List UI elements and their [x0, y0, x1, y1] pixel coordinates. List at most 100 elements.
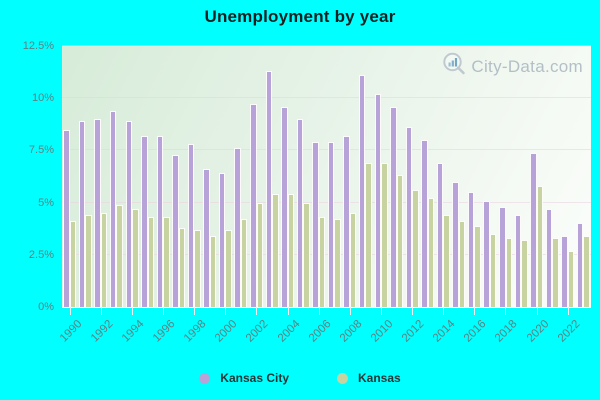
bar-group-2015	[451, 46, 467, 307]
bar-kansas-city-2018	[499, 206, 506, 307]
bar-kansas-2022	[567, 250, 575, 307]
bar-kansas-city-1990	[63, 129, 70, 307]
bar-kansas-2008	[349, 213, 357, 307]
bar-kansas-2012	[412, 190, 419, 307]
bar-group-1995	[140, 46, 156, 307]
bar-kansas-1996	[163, 217, 170, 307]
bar-kansas-2011	[396, 175, 404, 307]
y-axis-label-0%: 0%	[38, 301, 54, 313]
x-tick-1992	[100, 307, 102, 315]
x-axis-label-2004: 2004	[275, 318, 303, 345]
bar-kansas-city-2023	[576, 223, 584, 307]
kansas-city-legend-label: Kansas City	[220, 371, 289, 385]
x-axis-label-1990: 1990	[57, 318, 85, 345]
bar-kansas-city-1993	[109, 110, 117, 307]
y-axis-label-2.5%: 2.5%	[28, 248, 54, 261]
bar-group-2012	[404, 46, 420, 307]
y-axis-label-12.5%: 12.5%	[22, 40, 54, 52]
bar-kansas-1992	[100, 213, 108, 307]
x-tick-2000	[225, 307, 227, 315]
bar-group-1998	[187, 46, 203, 307]
x-axis-label-2002: 2002	[244, 318, 271, 345]
bar-group-2006	[311, 46, 327, 307]
bar-group-2017	[482, 46, 498, 307]
bar-kansas-2014	[443, 215, 450, 307]
x-tick-2012	[412, 307, 414, 315]
bar-group-1997	[171, 46, 187, 307]
bar-group-1990	[62, 46, 78, 307]
bar-kansas-city-2022	[561, 236, 568, 307]
bar-kansas-2018	[505, 238, 513, 307]
bar-kansas-city-2005	[296, 119, 304, 307]
bar-kansas-city-2020	[530, 152, 537, 307]
bar-kansas-city-2015	[452, 181, 459, 307]
bar-group-2004	[280, 46, 296, 307]
bar-kansas-city-2011	[390, 106, 397, 307]
x-tick-2010	[380, 307, 382, 315]
bar-kansas-city-1999	[203, 169, 210, 307]
bar-kansas-2004	[287, 194, 295, 307]
bar-group-2010	[373, 46, 389, 307]
x-tick-2020	[536, 307, 538, 315]
legend-item-kansas-city: Kansas City	[199, 371, 289, 385]
legend-item-kansas: Kansas	[337, 371, 401, 385]
bar-kansas-city-2006	[312, 142, 319, 307]
x-axis-label-2012: 2012	[399, 318, 427, 345]
bar-kansas-city-2000	[218, 173, 226, 307]
x-axis-label-2018: 2018	[493, 318, 520, 345]
x-axis-label-1998: 1998	[182, 318, 209, 345]
bar-kansas-2013	[427, 198, 435, 307]
x-axis-label-1996: 1996	[151, 318, 178, 345]
legend: Kansas City Kansas	[0, 371, 600, 385]
bar-kansas-2023	[583, 236, 590, 307]
bar-kansas-1999	[209, 236, 217, 307]
x-tick-1996	[163, 307, 165, 315]
bar-kansas-2017	[489, 233, 497, 307]
bar-group-2018	[498, 46, 514, 307]
watermark-text: City-Data.com	[471, 57, 583, 76]
plot-area: 0% 2.5% 5% 7.5% 10% 12.5% 1990 1992 1994 1996 199…	[23, 40, 591, 345]
bar-group-2001	[233, 46, 249, 307]
bar-kansas-city-2019	[514, 215, 522, 307]
bar-kansas-2005	[303, 202, 310, 307]
bar-kansas-city-1998	[187, 144, 195, 307]
bar-group-2011	[389, 46, 405, 307]
bar-group-1999	[202, 46, 218, 307]
bar-kansas-2000	[225, 229, 232, 307]
x-tick-1990	[69, 307, 71, 315]
bar-kansas-2007	[334, 219, 341, 307]
bar-kansas-1994	[132, 208, 139, 307]
bar-kansas-city-1997	[172, 154, 179, 307]
bar-kansas-2019	[521, 240, 528, 307]
bar-kansas-city-2007	[327, 142, 335, 307]
bar-kansas-2001	[240, 219, 248, 307]
bar-kansas-2015	[458, 221, 466, 307]
bar-kansas-city-2014	[436, 162, 444, 307]
bar-kansas-city-2002	[250, 104, 257, 307]
x-tick-2006	[318, 307, 320, 315]
kansas-city-legend-dot	[199, 372, 211, 384]
x-tick-2004	[287, 307, 289, 315]
bar-kansas-2020	[536, 185, 544, 307]
bar-kansas-1993	[116, 204, 123, 307]
x-tick-2014	[443, 307, 445, 315]
bar-group-2008	[342, 46, 358, 307]
x-axis-label-2020: 2020	[524, 318, 552, 345]
bar-kansas-city-2013	[421, 139, 428, 307]
bar-kansas-1995	[147, 217, 155, 307]
bar-group-2002	[249, 46, 265, 307]
x-tick-2022	[567, 307, 569, 315]
x-axis-label-2000: 2000	[213, 318, 240, 345]
bar-kansas-city-1991	[78, 121, 86, 307]
kansas-legend-label: Kansas	[358, 371, 401, 385]
bar-kansas-2002	[256, 202, 264, 307]
x-axis-label-2022: 2022	[555, 318, 583, 345]
magnifier-barchart-icon	[441, 51, 468, 83]
bar-kansas-city-2016	[467, 192, 475, 307]
bar-series-container	[62, 46, 591, 307]
x-axis-label-1994: 1994	[119, 318, 147, 345]
bar-kansas-2010	[381, 162, 388, 307]
bar-group-1993	[109, 46, 125, 307]
bar-kansas-2003	[272, 194, 279, 307]
bar-kansas-city-2008	[343, 135, 350, 307]
